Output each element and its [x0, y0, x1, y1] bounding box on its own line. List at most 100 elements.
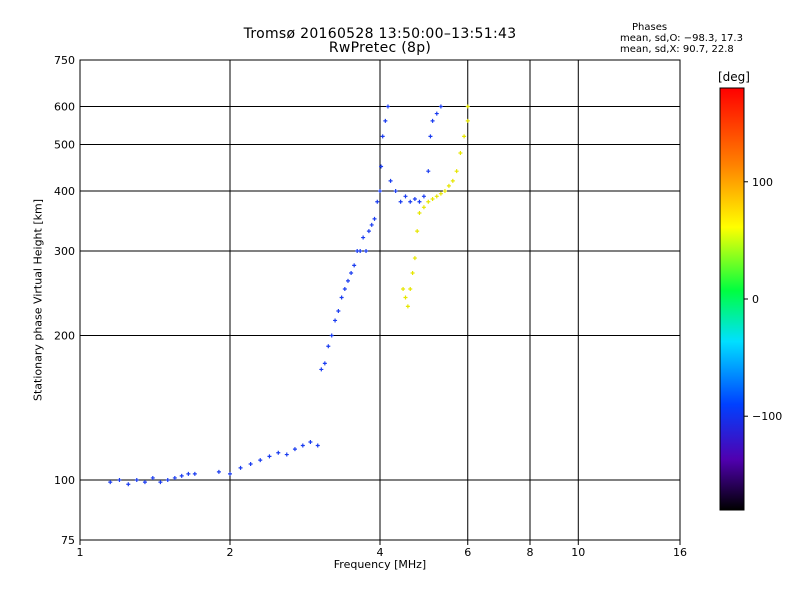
data-points	[108, 104, 470, 487]
o-mode-point	[361, 235, 366, 240]
y-tick-label: 400	[54, 185, 75, 198]
x-tick-label: 10	[571, 546, 585, 559]
y-tick-label: 300	[54, 245, 75, 258]
x-mode-point	[465, 118, 470, 123]
y-tick-label: 600	[54, 101, 75, 114]
o-mode-point	[248, 461, 253, 466]
o-mode-point	[342, 287, 347, 292]
o-mode-point	[430, 118, 435, 123]
phases-x-mode: mean, sd,X: 90.7, 22.8	[620, 44, 734, 55]
o-mode-point	[319, 367, 324, 372]
o-mode-point	[428, 134, 433, 139]
colorbar-tick-label: −100	[752, 410, 782, 423]
x-tick-label: 4	[377, 546, 384, 559]
x-mode-point	[403, 295, 408, 300]
y-axis-label: Stationary phase Virtual Height [km]	[31, 198, 45, 402]
x-mode-point	[426, 199, 431, 204]
x-mode-point	[410, 270, 415, 275]
o-mode-point	[333, 318, 338, 323]
x-mode-point	[401, 287, 406, 292]
o-mode-point	[369, 222, 374, 227]
o-mode-point	[186, 471, 191, 476]
o-mode-point	[216, 469, 221, 474]
x-mode-point	[412, 256, 417, 261]
x-mode-point	[462, 134, 467, 139]
o-mode-point	[326, 344, 331, 349]
grid-lines	[79, 59, 681, 545]
colorbar-tick-label: 100	[752, 176, 773, 189]
o-mode-point	[126, 482, 131, 487]
x-tick-label: 8	[527, 546, 534, 559]
o-mode-point	[276, 450, 281, 455]
y-tick-label: 200	[54, 330, 75, 343]
o-mode-point	[284, 452, 289, 457]
o-mode-point	[158, 480, 163, 485]
o-mode-point	[372, 216, 377, 221]
chart-title-line1: Tromsø 20160528 13:50:00–13:51:43	[243, 26, 517, 42]
tick-labels: 1 2 4 6 8 10 16 75 100 200 300 400 500 600 750	[54, 54, 687, 559]
x-tick-label: 6	[464, 546, 471, 559]
x-mode-point	[415, 229, 420, 234]
x-mode-point	[442, 189, 447, 194]
o-mode-point	[417, 199, 422, 204]
x-mode-point	[438, 191, 443, 196]
o-mode-point	[142, 480, 147, 485]
o-mode-point	[238, 465, 243, 470]
o-mode-point	[375, 199, 380, 204]
x-mode-point	[434, 194, 439, 199]
o-mode-point	[258, 458, 263, 463]
o-mode-point	[383, 118, 388, 123]
o-mode-point	[385, 104, 390, 109]
y-tick-label: 100	[54, 474, 75, 487]
o-mode-point	[366, 229, 371, 234]
o-mode-point	[388, 178, 393, 183]
o-mode-point	[352, 263, 357, 268]
y-tick-label: 75	[61, 534, 75, 547]
y-tick-label: 500	[54, 139, 75, 152]
phases-heading: Phases	[632, 22, 668, 33]
o-mode-point	[336, 308, 341, 313]
colorbar: 100 0 −100	[719, 87, 782, 511]
x-tick-label: 16	[673, 546, 687, 559]
x-mode-point	[450, 178, 455, 183]
o-mode-point	[339, 295, 344, 300]
x-mode-point	[421, 205, 426, 210]
x-axis-label: Frequency [MHz]	[333, 558, 427, 571]
y-tick-label: 750	[54, 54, 75, 67]
o-mode-point	[292, 447, 297, 452]
o-mode-point	[380, 134, 385, 139]
x-mode-point	[446, 183, 451, 188]
x-mode-point	[408, 287, 413, 292]
o-mode-point	[108, 480, 113, 485]
x-tick-label: 1	[77, 546, 84, 559]
o-mode-point	[267, 454, 272, 459]
o-mode-point	[438, 104, 443, 109]
o-mode-point	[345, 278, 350, 283]
o-mode-point	[300, 443, 305, 448]
x-mode-point	[405, 304, 410, 309]
o-mode-point	[308, 440, 313, 445]
x-mode-point	[458, 151, 463, 156]
o-mode-point	[403, 194, 408, 199]
chart-title-line2: RwPretec (8p)	[328, 40, 432, 56]
o-mode-point	[378, 189, 382, 194]
o-mode-point	[421, 194, 426, 199]
o-mode-point	[172, 475, 177, 480]
o-mode-point	[364, 249, 369, 254]
o-mode-point	[412, 197, 417, 202]
o-mode-point	[358, 249, 363, 254]
o-mode-point	[192, 471, 197, 476]
x-mode-point	[454, 169, 459, 174]
colorbar-tick-label: 0	[752, 293, 759, 306]
x-tick-label: 2	[227, 546, 234, 559]
o-mode-point	[179, 473, 184, 478]
o-mode-point	[150, 475, 155, 480]
plot-frame	[79, 59, 681, 541]
o-mode-point	[393, 189, 398, 194]
o-mode-point	[165, 478, 170, 483]
o-mode-point	[434, 111, 439, 116]
x-mode-point	[465, 104, 470, 109]
x-mode-point	[430, 197, 435, 202]
o-mode-point	[426, 169, 431, 174]
o-mode-point	[117, 478, 122, 483]
